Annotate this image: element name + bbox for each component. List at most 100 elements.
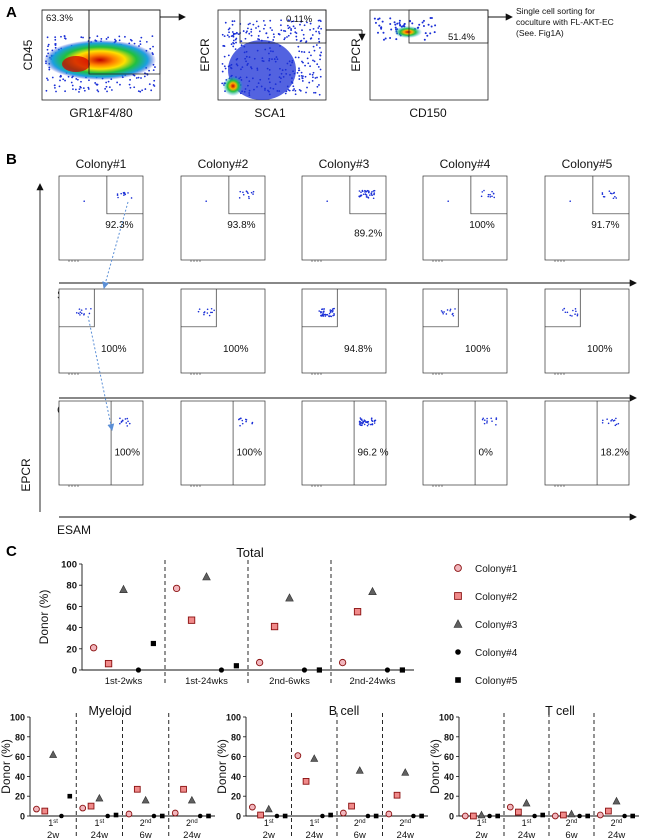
flow-subplot: 91.7% [544,175,630,262]
event-dot [611,418,613,421]
y-tick-label: 40 [15,772,25,782]
gate-percent: 18.2% [600,448,628,459]
event-dot [562,309,564,311]
panel-label-b: B [6,151,17,168]
event-dot [120,192,122,195]
event-dot [483,419,486,421]
event-dot [358,420,361,423]
scatter-chart: 0 20 40 60 80 100 Donor (%) Total 1st-2wks 1st-24… [37,545,414,687]
y-axis-label: Donor (%) [428,739,442,794]
event-dot [116,194,119,196]
event-dot [483,189,485,192]
event-dot [489,193,491,196]
panel-label-c: C [6,543,17,560]
data-point-colony3 [368,586,377,596]
event-dot [242,191,244,194]
event-dot [205,200,207,202]
event-dot [449,309,451,312]
y-tick-label: 100 [226,713,241,723]
flow-subplot: 100% [58,400,144,487]
event-dot [373,419,376,422]
chart-title: Myeloid [88,704,131,718]
event-dot [370,423,372,426]
data-point-colony5 [540,812,545,818]
flow-subplot: 92.3% [58,175,144,262]
event-dot [483,422,486,425]
data-point-colony3 [522,798,531,807]
event-dot [241,422,244,425]
data-point-colony1 [596,811,604,819]
event-dot [359,195,362,197]
event-dot [359,424,362,426]
flow-subplot: 94.8% [301,288,387,375]
event-dot [322,314,324,317]
event-dot [369,194,371,196]
event-dot [358,190,361,192]
data-point-colony4 [218,667,225,673]
event-dot [238,418,241,420]
panel-b: Colony#1 Colony#2 Colony#3 Colony#4 Colony#5… [19,157,637,537]
x-tick-label-ordinal: 1st [522,818,532,828]
y-tick-label: 20 [15,792,25,802]
data-point-colony3 [119,584,128,593]
data-point-colony5 [455,677,461,683]
colony-header: Colony#1 [76,157,127,171]
event-dot [239,424,241,427]
event-dot [128,422,131,425]
gate-box [106,176,143,215]
event-dot [482,417,485,420]
gate-percent: 100% [465,344,491,355]
y-axis-label: EPCR [198,38,212,72]
event-dot [576,314,579,317]
x-tick-label-week: 24w [608,830,626,839]
event-dot [360,418,363,421]
data-point-colony5 [282,813,288,819]
data-point-colony4 [411,813,416,819]
event-dot [324,315,327,317]
data-point-colony5 [630,813,635,819]
data-point-colony2 [470,812,477,820]
event-dot [320,315,323,317]
event-dot [610,420,612,422]
legend-label: Colony#2 [475,592,518,603]
event-dot [449,308,452,311]
gate-percent: 100% [114,448,140,459]
event-dot [78,308,81,310]
data-point-colony5 [150,640,156,647]
event-dot [481,191,484,193]
event-dot [370,418,373,420]
x-tick-label-week: 24w [518,830,536,839]
event-dot [613,191,616,194]
event-dot [373,422,376,424]
flow-subplot: 100% [58,288,144,375]
event-dot [571,315,573,317]
data-point-colony3 [187,795,196,804]
gate-percent: 94.8% [344,344,372,355]
event-dot [245,420,247,423]
event-dot [617,422,620,425]
event-dot [486,420,488,422]
flow-subplot: 100% [180,288,266,375]
data-point-colony5 [328,812,333,818]
event-dot [198,308,201,310]
data-point-colony2 [560,811,567,819]
data-point-colony4 [487,813,492,819]
x-tick-label-week: 6w [354,830,366,839]
event-dot [318,310,321,312]
density-cloud [44,35,156,93]
event-dot [211,311,213,314]
event-dot [247,192,249,195]
chart-title: Total [236,545,264,560]
event-dot [124,193,127,196]
event-dot [360,191,362,193]
event-dot [601,421,604,424]
event-dot [325,313,327,316]
event-dot [328,315,331,318]
y-tick-label: 0 [449,812,454,822]
event-dot [491,420,493,422]
note-line-1: Single cell sorting for [516,6,595,16]
panel-c: 0 20 40 60 80 100 Donor (%) Total 1st-2wks 1st-24… [0,545,639,839]
x-tick-label: 2nd-24wks [350,676,396,687]
event-dot [117,196,119,199]
